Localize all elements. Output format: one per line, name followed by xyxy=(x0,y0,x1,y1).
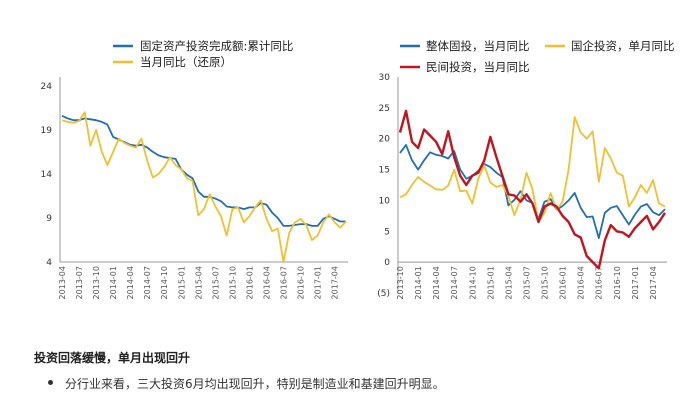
right-x-tick-label: 2014-10 xyxy=(468,266,477,299)
right-legend-label-0: 整体固投，当月同比 xyxy=(426,39,530,53)
left-x-tick-label: 2017-01 xyxy=(314,266,323,299)
right-y-tick-label: 30 xyxy=(379,73,391,83)
right-x-tick-label: 2017-04 xyxy=(649,266,658,299)
right-y-tick-label: 10 xyxy=(379,196,391,206)
left-y-tick-label: 19 xyxy=(41,126,53,136)
section-heading: 投资回落缓慢，单月出现回升 xyxy=(34,351,191,365)
left-series-lines xyxy=(61,111,347,263)
right-series-line-1 xyxy=(399,116,666,223)
left-x-tick-label: 2015-07 xyxy=(211,266,220,299)
left-x-tick-label: 2015-04 xyxy=(194,266,203,299)
right-y-tick-label: 15 xyxy=(379,166,390,176)
right-x-tick-label: 2014-07 xyxy=(450,266,459,299)
right-x-tick-label: 2013-10 xyxy=(396,266,405,299)
left-y-ticks: 4 9 14 19 24 xyxy=(41,82,53,268)
left-x-tick-label: 2015-01 xyxy=(177,266,186,299)
left-x-tick-label: 2013-04 xyxy=(58,266,67,299)
left-x-tick-label: 2014-10 xyxy=(160,266,169,299)
left-x-tick-label: 2013-10 xyxy=(92,266,101,299)
right-series-lines xyxy=(398,109,667,270)
left-x-tick-label: 2016-10 xyxy=(297,266,306,299)
right-legend-label-1: 国企投资，单月同比 xyxy=(571,39,675,53)
left-x-tick-label: 2013-07 xyxy=(75,266,84,299)
left-x-tick-label: 2016-07 xyxy=(280,266,289,299)
right-x-ticks: 2013-10 2014-01 2014-04 2014-07 2014-10 2015-… xyxy=(396,266,658,299)
right-x-tick-label: 2014-04 xyxy=(432,266,441,299)
right-x-tick-label: 2014-01 xyxy=(414,266,423,299)
left-y-tick-label: 4 xyxy=(46,258,52,268)
right-series-line-2 xyxy=(398,109,667,270)
right-x-tick-label: 2015-07 xyxy=(522,266,531,299)
right-x-tick-label: 2016-07 xyxy=(595,266,604,299)
right-y-tick-label: (5) xyxy=(377,289,390,299)
right-y-tick-label: 20 xyxy=(379,135,391,145)
right-x-tick-label: 2016-01 xyxy=(559,266,568,299)
left-x-tick-label: 2014-01 xyxy=(109,266,118,299)
left-x-ticks: 2013-04 2013-07 2013-10 2014-01 2014-04 2014-… xyxy=(58,266,340,299)
left-y-tick-label: 9 xyxy=(46,214,52,224)
right-axes xyxy=(397,77,667,293)
bullet-text: 分行业来看，三大投资6月均出现回升，特别是制造业和基建回升明显。 xyxy=(65,377,445,391)
left-legend-label-0: 固定资产投资完成额:累计同比 xyxy=(140,39,293,53)
left-y-tick-label: 14 xyxy=(41,170,53,180)
right-x-tick-label: 2015-01 xyxy=(486,266,495,299)
right-y-tick-label: 5 xyxy=(384,227,390,237)
left-series-line-1 xyxy=(61,111,347,263)
right-chart: 整体固投，当月同比 国企投资，单月同比 民间投资，当月同比 (5) 0 5 10 15 2… xyxy=(377,39,674,300)
left-chart: 固定资产投资完成额:累计同比 当月同比（还原） 4 9 14 19 24 2013-04… xyxy=(41,39,348,299)
left-x-tick-label: 2015-10 xyxy=(228,266,237,299)
bullet-dot-icon xyxy=(48,380,53,385)
right-x-tick-label: 2017-01 xyxy=(631,266,640,299)
right-x-tick-label: 2015-04 xyxy=(504,266,513,299)
left-x-tick-label: 2014-04 xyxy=(126,266,135,299)
right-x-tick-label: 2015-10 xyxy=(541,266,550,299)
right-legend-label-2: 民间投资，当月同比 xyxy=(426,60,530,74)
left-legend-label-1: 当月同比（还原） xyxy=(140,55,232,69)
left-y-tick-label: 24 xyxy=(41,82,53,92)
right-legend: 整体固投，当月同比 国企投资，单月同比 民间投资，当月同比 xyxy=(400,39,675,74)
left-series-line-0 xyxy=(61,114,346,227)
left-legend: 固定资产投资完成额:累计同比 当月同比（还原） xyxy=(113,39,293,69)
left-axes xyxy=(59,77,348,263)
right-y-ticks: (5) 0 5 10 15 20 25 30 xyxy=(377,73,390,299)
right-x-tick-label: 2016-10 xyxy=(613,266,622,299)
left-x-tick-label: 2014-07 xyxy=(143,266,152,299)
left-x-tick-label: 2016-04 xyxy=(262,266,271,299)
bullet-item: 分行业来看，三大投资6月均出现回升，特别是制造业和基建回升明显。 xyxy=(48,375,445,392)
left-x-tick-label: 2017-04 xyxy=(331,266,340,299)
right-y-tick-label: 25 xyxy=(379,104,390,114)
right-x-tick-label: 2016-04 xyxy=(577,266,586,299)
charts-figure: 固定资产投资完成额:累计同比 当月同比（还原） 4 9 14 19 24 2013-04… xyxy=(41,39,675,300)
left-x-tick-label: 2016-01 xyxy=(245,266,254,299)
right-y-tick-label: 0 xyxy=(384,258,390,268)
